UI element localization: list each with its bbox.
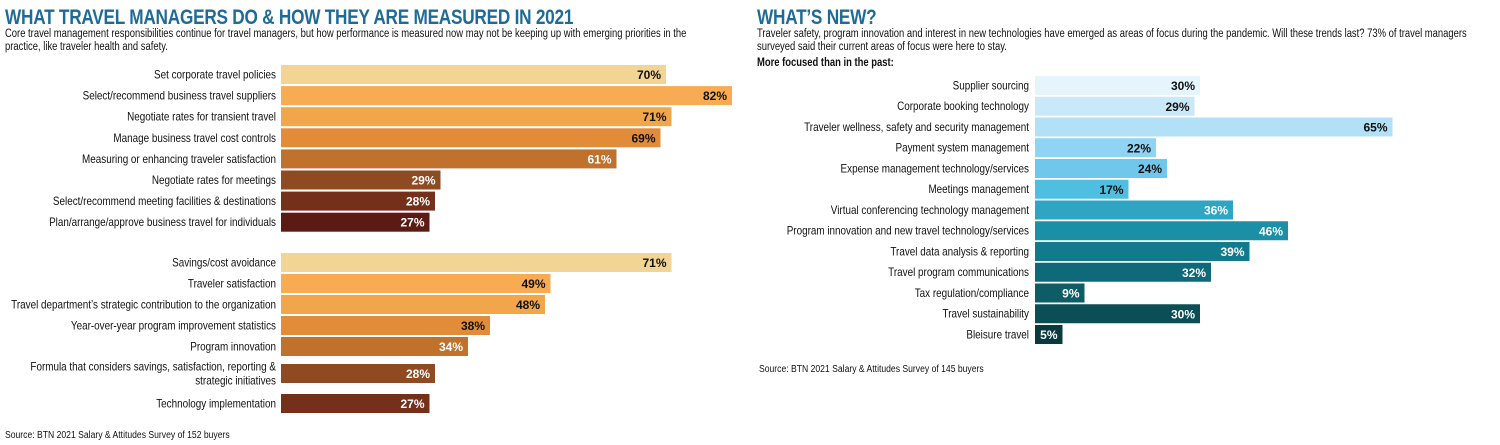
chart-1: 70% Set corporate travel policies 82% Selec… [49, 65, 732, 232]
left-intro: Core travel management responsibilities … [5, 28, 687, 53]
bar [1035, 221, 1288, 241]
bar [1035, 242, 1250, 261]
bar-value-label: 17% [1099, 183, 1123, 197]
chart-2: 71% Savings/cost avoidance 49% Traveler sat… [11, 253, 672, 413]
bar [281, 364, 435, 383]
bar [281, 316, 490, 335]
bar [281, 253, 672, 272]
bar [1035, 117, 1393, 137]
bar [1035, 138, 1156, 158]
bar-value-label: 29% [411, 174, 435, 188]
bar [1035, 200, 1233, 220]
category-label: Supplier sourcing [953, 80, 1029, 93]
bar-value-label: 28% [406, 367, 430, 381]
bar [281, 295, 545, 314]
left-title: WHAT TRAVEL MANAGERS DO & HOW THEY ARE M… [5, 6, 574, 29]
category-label: Bleisure travel [966, 329, 1029, 342]
bar-value-label: 61% [587, 152, 611, 166]
category-label: Travel program communications [888, 267, 1029, 280]
category-label: Travel department’s strategic contributi… [11, 299, 276, 312]
category-label: Tax regulation/compliance [915, 287, 1029, 300]
bar-value-label: 71% [642, 110, 666, 124]
category-label: Program innovation [190, 341, 276, 354]
bar-value-label: 30% [1171, 307, 1195, 321]
chart-3: 30% Supplier sourcing 29% Corporate booking… [787, 76, 1393, 344]
bar-value-label: 36% [1204, 204, 1228, 218]
bar-value-label: 5% [1040, 328, 1058, 342]
bar-value-label: 69% [631, 131, 655, 145]
bar [1035, 159, 1167, 178]
bar-value-label: 82% [703, 89, 727, 103]
bar [1035, 96, 1195, 116]
bar-value-label: 38% [461, 319, 485, 333]
left-panel: WHAT TRAVEL MANAGERS DO & HOW THEY ARE M… [0, 0, 740, 445]
bar-value-label: 27% [400, 216, 424, 230]
category-label: Traveler satisfaction [188, 278, 276, 291]
bar [1035, 262, 1211, 282]
bar [1035, 283, 1085, 303]
category-label: Meetings management [928, 184, 1029, 197]
bar-value-label: 46% [1259, 224, 1283, 238]
bar-value-label: 22% [1127, 141, 1151, 155]
category-label: Select/recommend business travel supplie… [83, 90, 276, 103]
category-label: Virtual conferencing technology manageme… [831, 204, 1029, 217]
bar [281, 337, 468, 356]
bar-value-label: 48% [516, 298, 540, 312]
bar [281, 107, 672, 127]
bar-value-label: 9% [1062, 287, 1080, 301]
bar [1035, 76, 1200, 95]
category-label: Savings/cost avoidance [172, 257, 276, 270]
bar [281, 274, 551, 293]
right-intro: Traveler safety, program innovation and … [757, 28, 1467, 53]
right-title: WHAT’S NEW? [757, 6, 877, 29]
bar-value-label: 24% [1138, 162, 1162, 176]
right-source: Source: BTN 2021 Salary & Attitudes Surv… [759, 364, 984, 375]
category-label: Negotiate rates for transient travel [127, 111, 276, 124]
category-label: Set corporate travel policies [154, 69, 276, 82]
bar-value-label: 34% [439, 340, 463, 354]
category-label: Program innovation and new travel techno… [787, 225, 1029, 238]
bar [281, 86, 732, 106]
category-label: Expense management technology/services [841, 163, 1029, 176]
category-label: Manage business travel cost controls [113, 132, 276, 145]
bar [281, 128, 661, 148]
bar-value-label: 28% [406, 195, 430, 209]
bar-value-label: 29% [1165, 100, 1189, 114]
category-label: Travel sustainability [943, 308, 1030, 321]
bar-value-label: 49% [521, 277, 545, 291]
category-label: Negotiate rates for meetings [152, 174, 276, 187]
bar [281, 212, 430, 232]
bar [1035, 325, 1063, 344]
category-label: Formula that considers savings, satisfac… [30, 361, 276, 388]
bar [281, 394, 430, 413]
bar-value-label: 70% [637, 68, 661, 82]
bar-value-label: 71% [642, 256, 666, 270]
category-label: Plan/arrange/approve business travel for… [49, 217, 276, 230]
category-label: Measuring or enhancing traveler satisfac… [82, 153, 276, 166]
category-label: Payment system management [895, 142, 1029, 155]
bar [281, 191, 435, 211]
bar-value-label: 32% [1182, 266, 1206, 280]
right-subhead: More focused than in the past: [757, 57, 894, 69]
bar-value-label: 27% [400, 397, 424, 411]
category-label: Year-over-year program improvement stati… [71, 320, 276, 333]
category-label: Technology implementation [156, 398, 276, 411]
right-panel: WHAT’S NEW? Traveler safety, program inn… [757, 0, 1500, 445]
category-label: Travel data analysis & reporting [890, 246, 1029, 259]
bar [281, 65, 666, 84]
bar-value-label: 65% [1363, 121, 1387, 135]
bar [1035, 179, 1129, 199]
bar-value-label: 30% [1171, 79, 1195, 93]
bar [281, 149, 617, 169]
left-source: Source: BTN 2021 Salary & Attitudes Surv… [5, 430, 230, 441]
bar [1035, 304, 1200, 324]
category-label: Corporate booking technology [897, 101, 1029, 114]
category-label: Traveler wellness, safety and security m… [804, 121, 1029, 134]
category-label: Select/recommend meeting facilities & de… [53, 195, 276, 208]
bar-value-label: 39% [1220, 245, 1244, 259]
bar [281, 170, 441, 190]
